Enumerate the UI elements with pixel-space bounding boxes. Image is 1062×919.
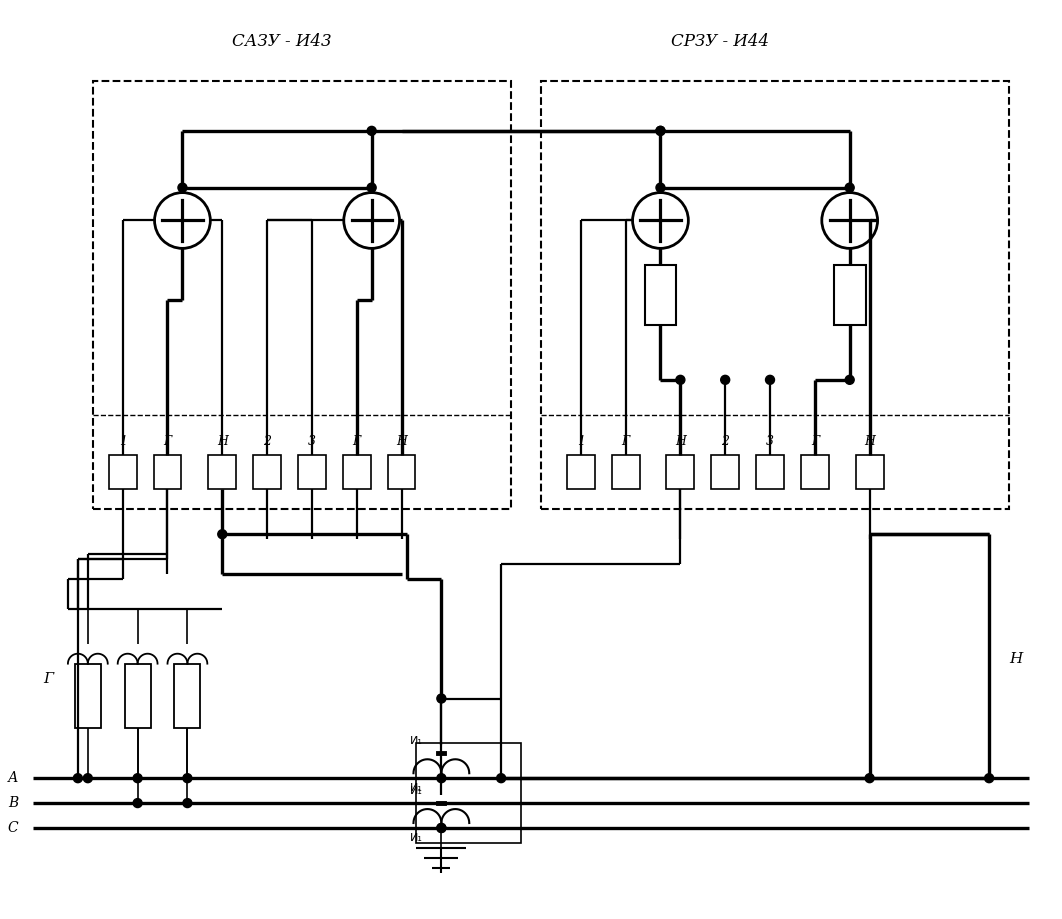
Bar [801,455,828,490]
Circle shape [656,127,665,135]
Circle shape [656,183,665,192]
Text: И₁: И₁ [410,786,423,796]
Bar [174,664,201,729]
Text: С: С [7,821,18,835]
Text: САЗУ - И43: САЗУ - И43 [233,33,331,50]
Circle shape [721,375,730,384]
Text: И₁: И₁ [410,833,423,843]
Bar [712,455,739,490]
Bar [75,664,101,729]
Circle shape [367,127,376,135]
Text: Н: Н [396,435,407,448]
Bar [253,455,281,490]
Text: Н: Н [675,435,686,448]
Circle shape [73,774,83,783]
Text: А: А [7,771,18,785]
Text: Г: Г [621,435,630,448]
Text: Н: Н [864,435,875,448]
Bar [388,455,415,490]
Text: 1: 1 [119,435,126,448]
Bar [416,743,521,843]
Circle shape [656,127,665,135]
Circle shape [133,774,142,783]
Bar [756,455,784,490]
Text: И₁: И₁ [410,736,423,746]
Circle shape [178,183,187,192]
Circle shape [436,774,446,783]
Text: И₁: И₁ [410,783,423,793]
Circle shape [183,799,192,808]
Bar [667,455,695,490]
Text: 3: 3 [308,435,315,448]
Bar [154,455,182,490]
Circle shape [497,774,506,783]
Text: Г: Г [42,672,53,686]
Text: В: В [7,796,18,810]
Circle shape [133,799,142,808]
Bar [541,81,1009,509]
Bar [208,455,236,490]
Bar [856,455,884,490]
Text: 3: 3 [766,435,774,448]
Text: Н: Н [1009,652,1023,665]
Circle shape [367,183,376,192]
Bar [343,455,371,490]
Text: 2: 2 [263,435,271,448]
Text: Г: Г [353,435,361,448]
Circle shape [675,375,685,384]
Text: Г: Г [164,435,172,448]
Bar [92,81,511,509]
Circle shape [218,529,227,539]
Text: 1: 1 [577,435,585,448]
Circle shape [766,375,774,384]
Text: СРЗУ - И44: СРЗУ - И44 [671,33,769,50]
Circle shape [984,774,994,783]
Bar [108,455,137,490]
Bar [645,266,676,325]
Bar [298,455,326,490]
Circle shape [436,823,446,833]
Bar [124,664,151,729]
Circle shape [845,183,854,192]
Circle shape [866,774,874,783]
Circle shape [436,823,446,833]
Bar [834,266,866,325]
Text: Н: Н [217,435,227,448]
Bar [567,455,595,490]
Circle shape [83,774,92,783]
Circle shape [436,694,446,703]
Bar [612,455,639,490]
Circle shape [183,774,192,783]
Text: 2: 2 [721,435,730,448]
Text: Г: Г [810,435,819,448]
Circle shape [845,375,854,384]
